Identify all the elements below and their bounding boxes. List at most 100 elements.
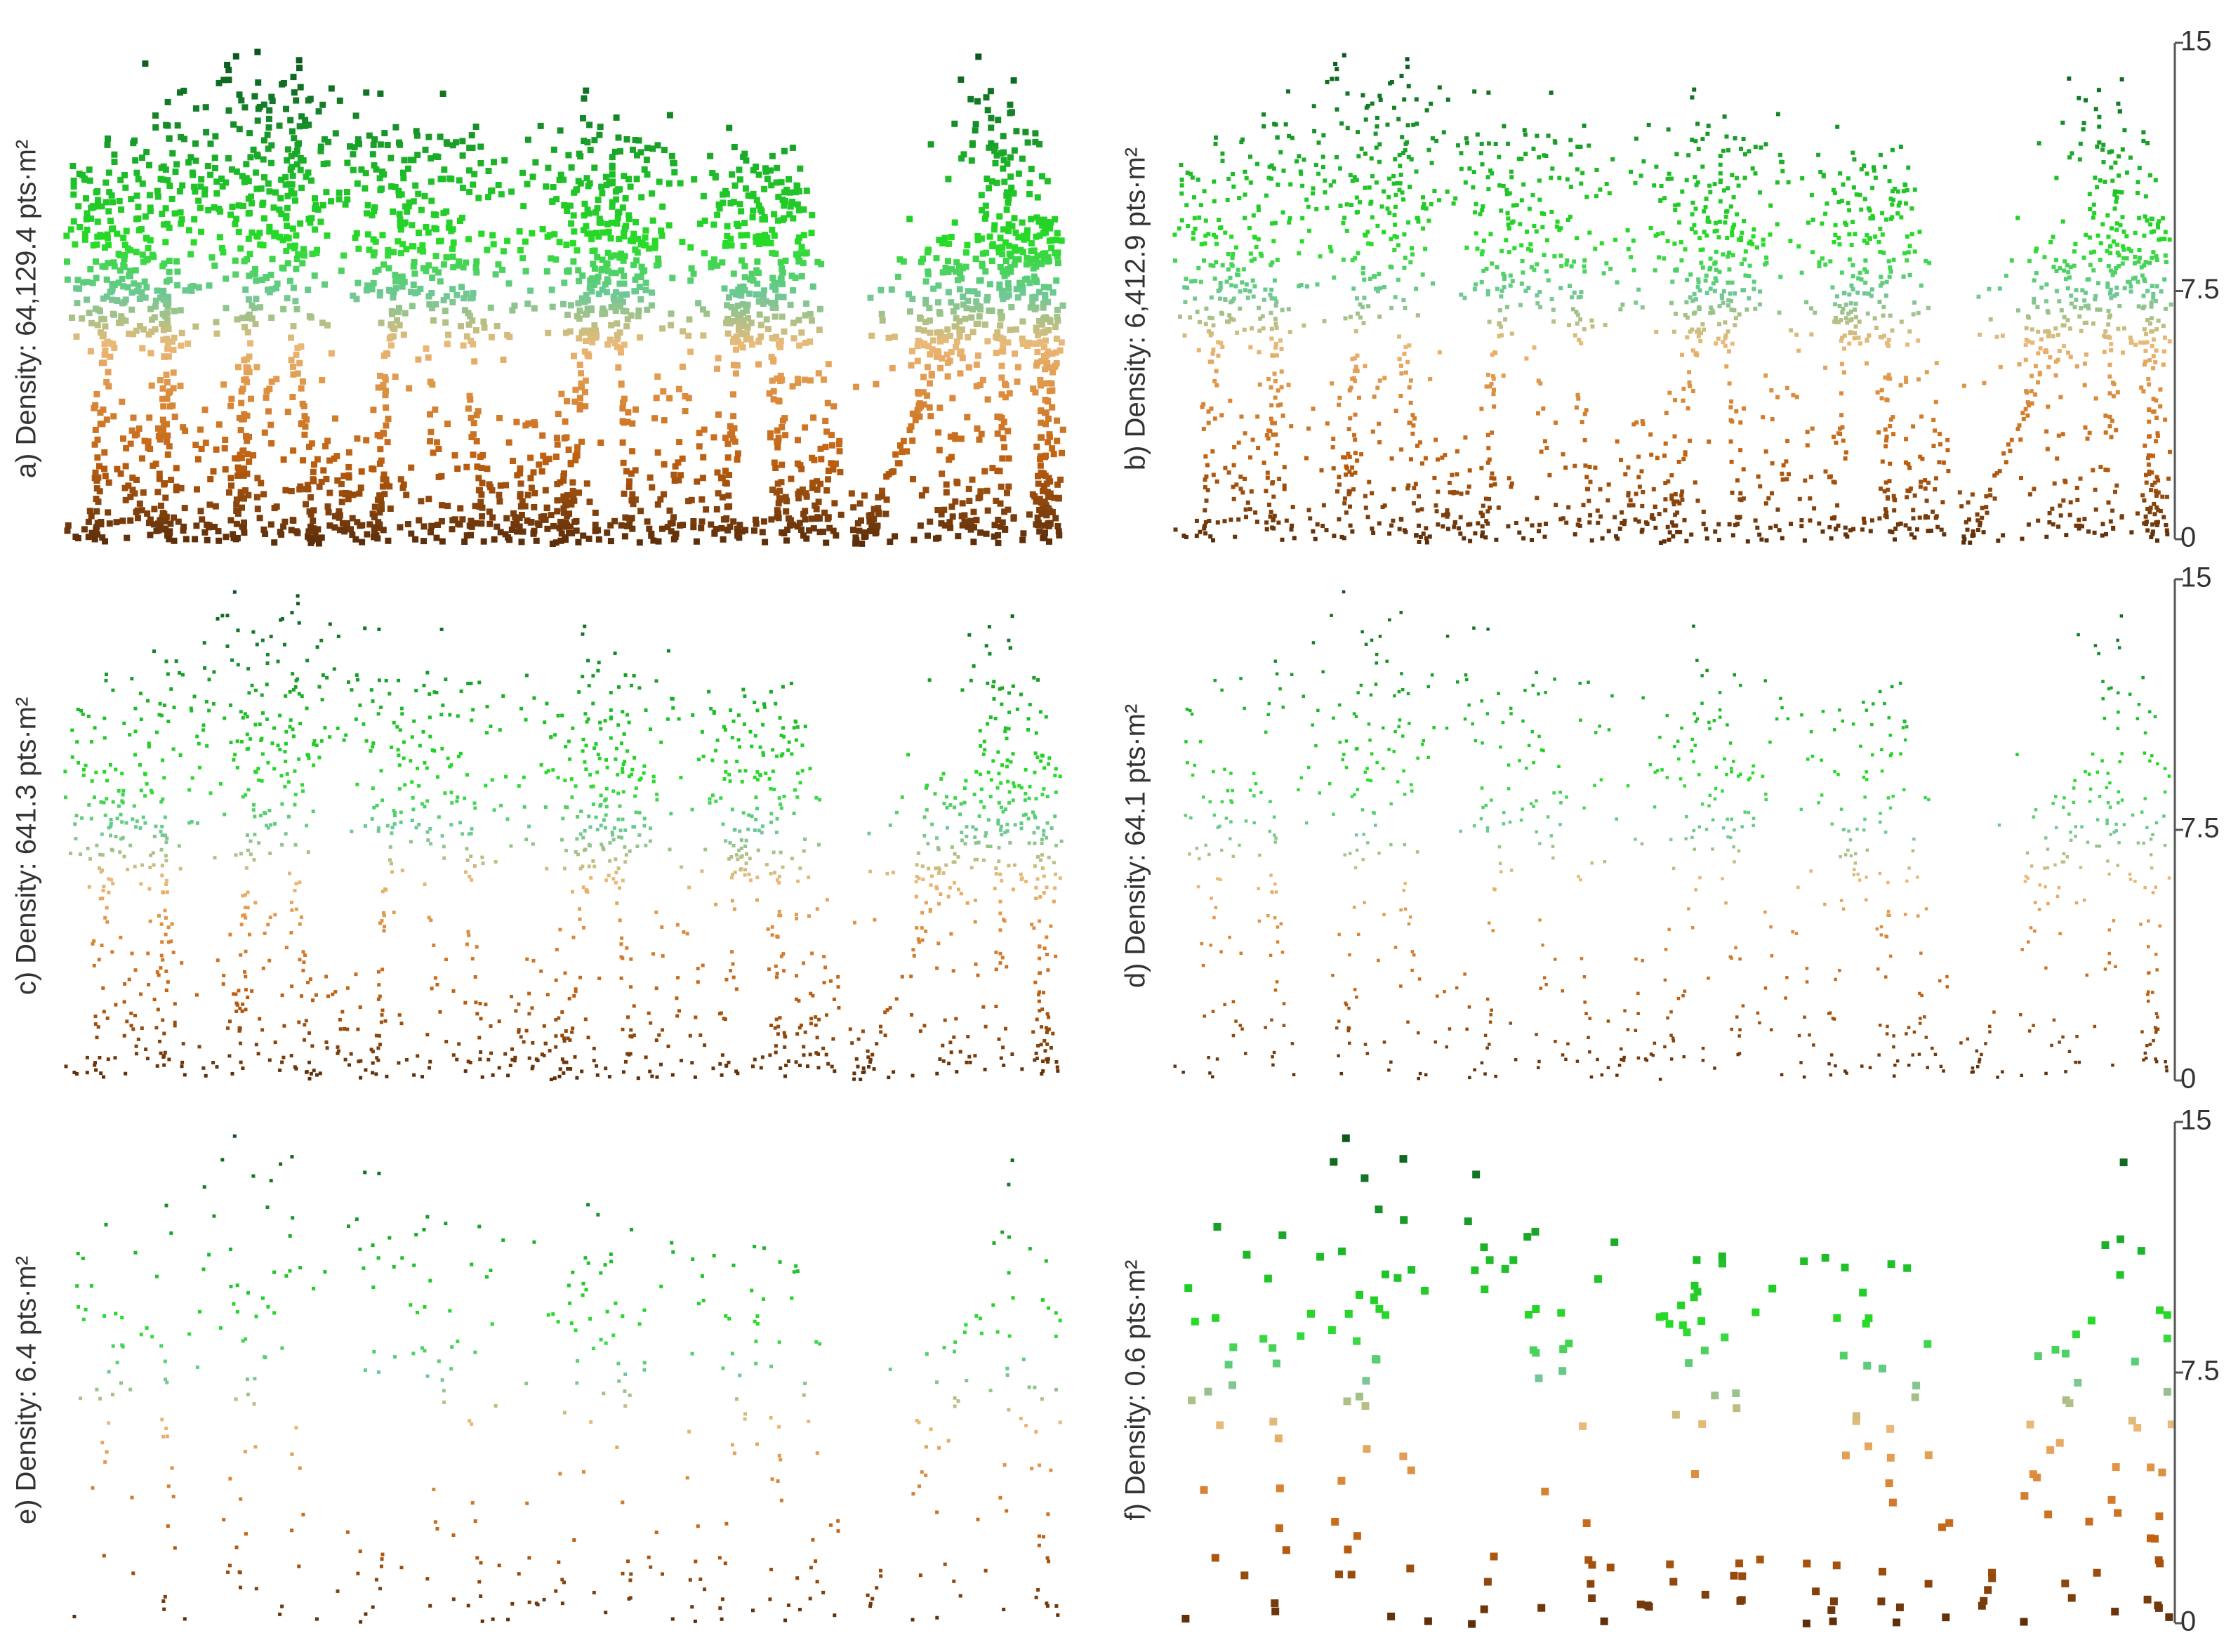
point	[789, 199, 795, 205]
point	[249, 315, 256, 322]
point	[1559, 264, 1564, 269]
point	[1721, 252, 1726, 257]
point	[2142, 327, 2147, 332]
point	[244, 451, 251, 458]
point	[1028, 166, 1035, 173]
point	[250, 452, 257, 459]
point	[976, 277, 983, 284]
point	[1405, 57, 1410, 62]
point	[1000, 418, 1007, 425]
point	[999, 291, 1005, 298]
point	[803, 535, 810, 542]
point	[1389, 523, 1394, 528]
point	[1290, 505, 1295, 510]
point	[922, 296, 929, 303]
point	[1002, 381, 1008, 388]
point	[972, 121, 979, 128]
point	[84, 210, 91, 217]
point	[829, 442, 835, 449]
point	[1042, 421, 1049, 428]
point	[1497, 308, 1502, 312]
point	[604, 341, 611, 348]
point	[1996, 538, 2001, 543]
point	[122, 184, 129, 191]
point	[2106, 234, 2111, 239]
point	[988, 114, 995, 121]
point	[2106, 264, 2111, 268]
point	[714, 365, 721, 372]
point	[252, 265, 258, 272]
point	[439, 538, 446, 545]
point	[774, 164, 781, 171]
point	[1714, 267, 1719, 272]
point	[734, 338, 741, 345]
point	[274, 280, 281, 287]
point	[600, 229, 607, 236]
point	[2093, 487, 2098, 492]
point	[1245, 500, 1250, 505]
point	[2106, 500, 2111, 505]
point	[576, 362, 583, 368]
point	[1924, 258, 1928, 263]
point	[623, 468, 630, 475]
point	[280, 305, 287, 312]
point	[727, 523, 734, 530]
point	[1721, 289, 1726, 293]
point	[1518, 303, 1523, 308]
point	[1917, 230, 1922, 234]
point	[302, 122, 309, 129]
point	[543, 268, 550, 275]
point	[277, 234, 283, 241]
point	[770, 388, 777, 395]
point	[353, 296, 360, 303]
point	[995, 539, 1002, 546]
point	[788, 475, 795, 482]
point	[359, 522, 366, 529]
point	[228, 482, 234, 489]
point	[815, 370, 822, 377]
point	[1365, 230, 1370, 234]
point	[1911, 516, 1916, 521]
point	[1274, 353, 1279, 358]
point	[597, 218, 603, 225]
point	[1248, 251, 1253, 256]
point	[2093, 107, 2098, 112]
point	[2077, 523, 2082, 528]
point	[293, 305, 300, 312]
point	[930, 337, 936, 344]
point	[853, 537, 860, 543]
point	[1370, 174, 1375, 179]
point	[1398, 181, 1403, 186]
point	[207, 171, 214, 178]
point	[1045, 364, 1052, 371]
point	[213, 190, 220, 197]
point	[1299, 171, 1304, 176]
point	[816, 305, 823, 312]
point	[725, 294, 732, 301]
point	[694, 478, 701, 485]
point	[1015, 170, 1022, 177]
point	[1034, 194, 1041, 201]
point	[233, 216, 240, 223]
point	[1033, 256, 1040, 263]
point	[1337, 482, 1342, 487]
point	[412, 290, 419, 297]
point	[503, 515, 510, 522]
point	[916, 413, 923, 420]
point	[147, 305, 154, 312]
point	[1976, 294, 1981, 299]
point	[712, 174, 719, 181]
point	[729, 338, 736, 345]
point	[293, 265, 300, 272]
point	[1806, 220, 1810, 225]
point	[466, 392, 473, 399]
point	[466, 188, 473, 195]
point	[676, 439, 683, 446]
point	[164, 379, 171, 385]
point	[1172, 232, 1177, 237]
point	[108, 192, 115, 199]
point	[1546, 133, 1551, 138]
point	[370, 141, 377, 148]
point	[91, 441, 98, 448]
point	[236, 91, 243, 98]
